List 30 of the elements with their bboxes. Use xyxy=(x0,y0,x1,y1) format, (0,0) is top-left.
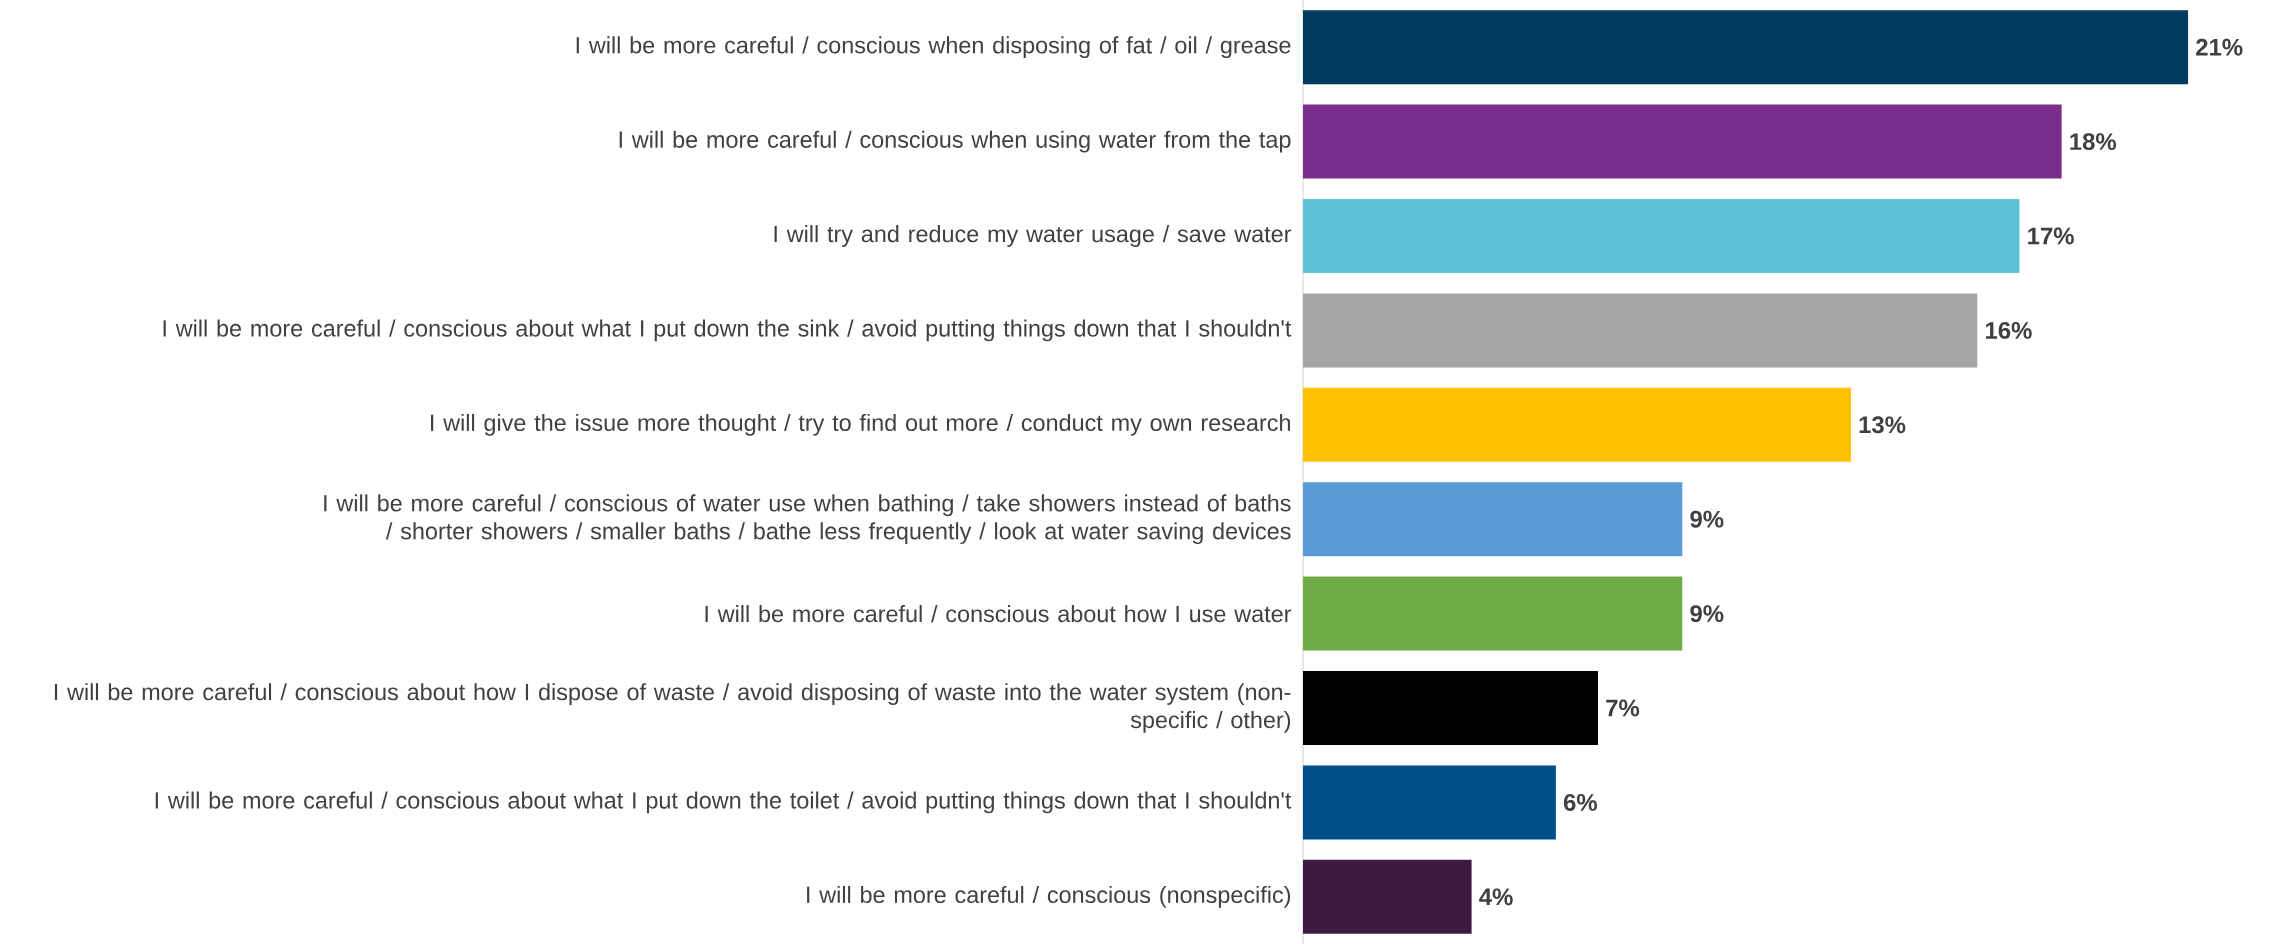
y-tick-label: I will give the issue more thought / try to find out more / conduct my own research xyxy=(431,413,1290,436)
bar xyxy=(1303,765,1556,840)
data-label: 18% xyxy=(2070,133,2117,151)
y-tick-label: I will be more careful / conscious (nonspecific) xyxy=(807,885,1291,908)
data-label: 7% xyxy=(1606,699,1640,717)
bar xyxy=(1303,293,1978,368)
data-label: 4% xyxy=(1479,888,1513,906)
bar xyxy=(1303,859,1472,934)
y-tick-label: I will be more careful / conscious about what I put down the toilet / avoid putting things down that I shouldn't xyxy=(155,791,1292,814)
data-label: 13% xyxy=(1859,416,1906,434)
y-tick-label: I will try and reduce my water usage / save water xyxy=(774,225,1292,247)
y-tick-label: I will be more careful / conscious about what I put down the sink / avoid putting things down that I shouldn't xyxy=(163,319,1292,342)
data-label: 9% xyxy=(1690,510,1724,528)
bar xyxy=(1303,199,2020,273)
data-label: 9% xyxy=(1690,605,1724,623)
bar xyxy=(1303,10,2189,85)
data-label: 17% xyxy=(2028,227,2074,245)
bar xyxy=(1303,387,1851,462)
y-tick-label: I will be more careful / conscious when using water from the tap xyxy=(619,130,1291,153)
bar xyxy=(1303,576,1683,651)
data-label: 6% xyxy=(1563,793,1597,811)
data-label: 16% xyxy=(1986,321,2032,339)
y-tick-label: I will be more careful / conscious when disposing of fat / oil / grease xyxy=(576,36,1291,59)
y-tick-label: I will be more careful / conscious about how I dispose of waste / avoid disposing of waste into the water system (non-specific / other) xyxy=(54,683,1291,733)
data-label: 21% xyxy=(2196,38,2243,56)
bar xyxy=(1303,482,1683,557)
bar xyxy=(1303,104,2062,179)
y-tick-label: I will be more careful / conscious about how I use water xyxy=(705,605,1292,623)
y-tick-label: I will be more careful / conscious of water use when bathing / take showers instead of baths / shorter showers / smaller baths / bathe less frequently / look at water saving devices xyxy=(324,494,1291,545)
bar xyxy=(1303,671,1599,746)
